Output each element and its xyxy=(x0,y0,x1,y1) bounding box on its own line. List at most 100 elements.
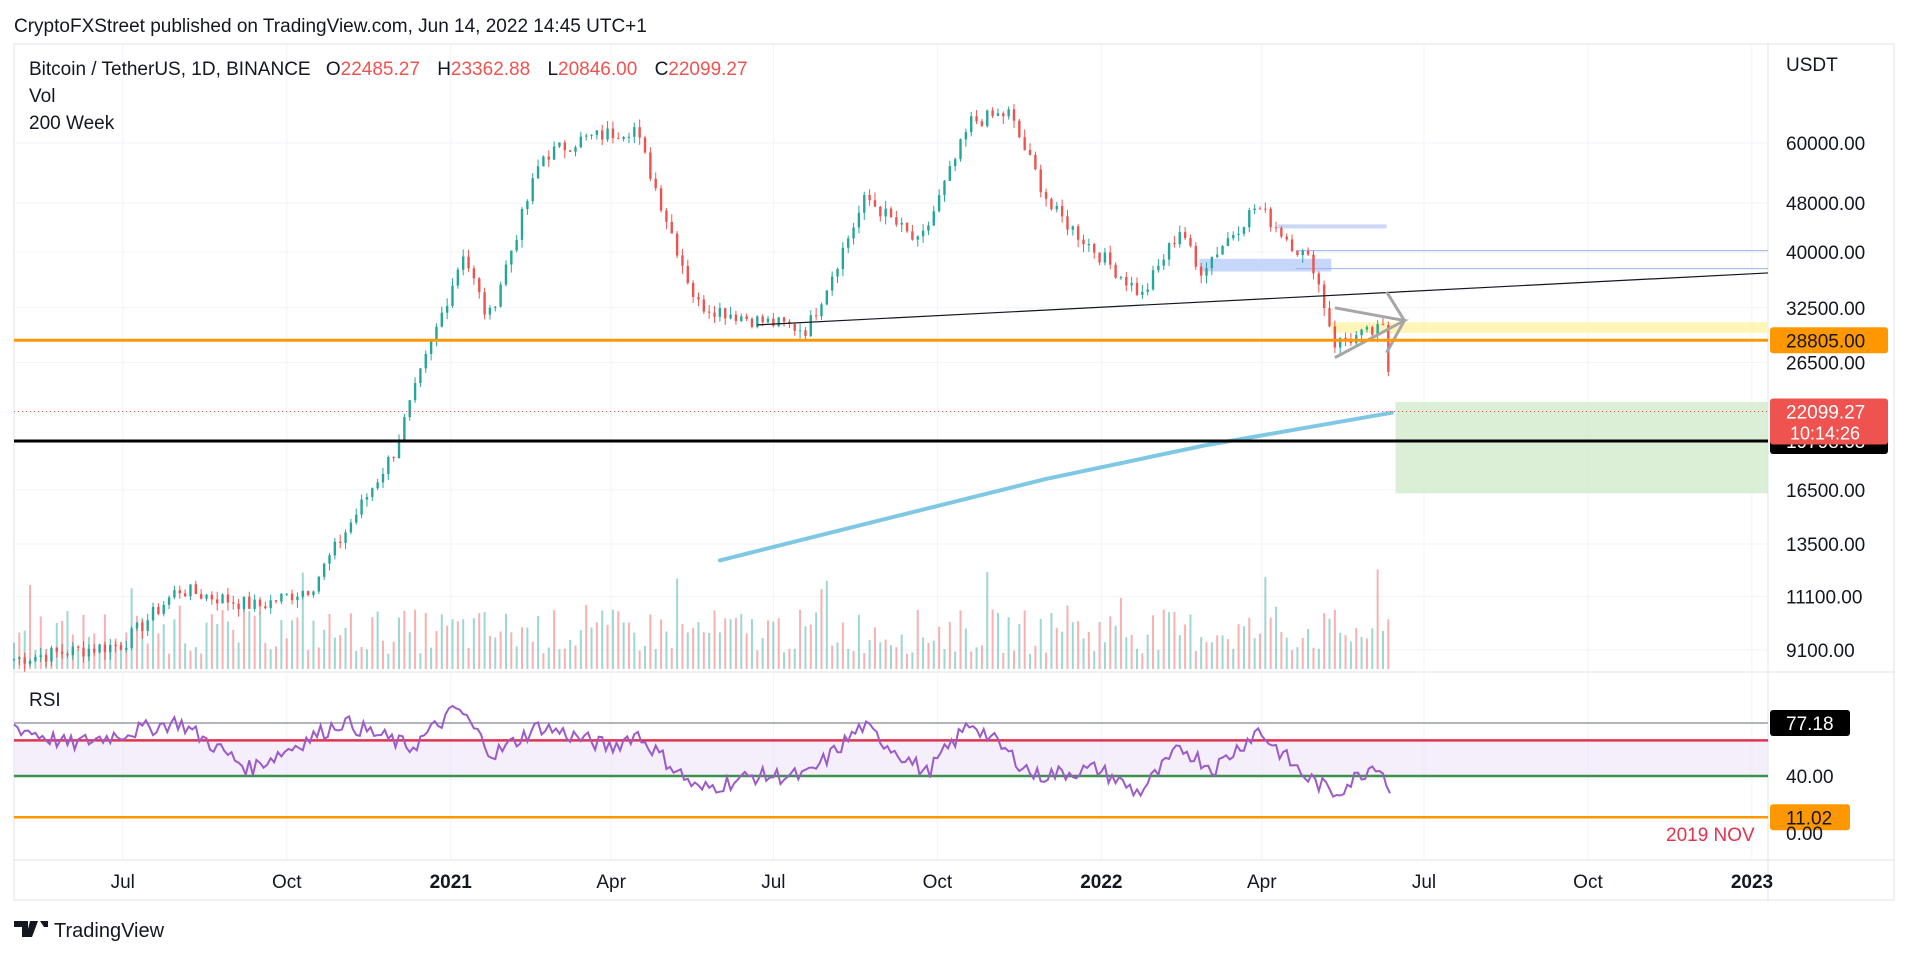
candle-body xyxy=(376,482,379,489)
volume-bar xyxy=(1034,645,1037,669)
volume-bar xyxy=(820,589,823,669)
candle-body xyxy=(1162,259,1165,266)
candle-body xyxy=(681,255,684,266)
volume-bar xyxy=(301,572,304,669)
candle-body xyxy=(1376,324,1379,335)
candle-body xyxy=(216,599,219,604)
candle-body xyxy=(1205,268,1208,276)
volume-bar xyxy=(569,639,572,669)
currency-label: USDT xyxy=(1786,55,1838,76)
candle-body xyxy=(595,130,599,135)
candle-body xyxy=(103,644,107,653)
volume-bar xyxy=(323,629,326,669)
volume-bar xyxy=(1291,650,1294,669)
candle-body xyxy=(510,250,513,265)
volume-bar xyxy=(1141,653,1144,669)
candle-body xyxy=(312,591,315,596)
candle-body xyxy=(702,299,706,312)
volume-bar xyxy=(23,630,26,669)
candle-body xyxy=(793,323,796,331)
volume-bar xyxy=(1012,650,1015,669)
candle-body xyxy=(959,139,962,160)
rsi-axis-tick: 40.00 xyxy=(1786,767,1834,788)
volume-bar xyxy=(991,609,994,669)
candle-body xyxy=(627,136,631,138)
candle-body xyxy=(1173,243,1176,245)
candle-body xyxy=(740,316,743,321)
volume-bar xyxy=(1087,632,1090,669)
volume-bar xyxy=(29,585,32,669)
candle-body xyxy=(87,648,91,657)
rsi-label: RSI xyxy=(29,690,61,711)
candle-body xyxy=(194,584,198,595)
volume-bar xyxy=(98,643,101,669)
volume-bar xyxy=(478,613,481,669)
candle-body xyxy=(419,368,422,384)
volume-bar xyxy=(1007,617,1010,669)
volume-bar xyxy=(1146,634,1149,669)
candle-body xyxy=(1178,232,1181,245)
candle-body xyxy=(365,496,369,500)
candle-body xyxy=(151,606,155,621)
candle-body xyxy=(1098,252,1101,263)
volume-bar xyxy=(574,645,577,669)
candle-body xyxy=(734,314,738,321)
candle-body xyxy=(1167,243,1171,260)
candle-body xyxy=(921,230,925,237)
volume-bar xyxy=(1066,605,1069,669)
candle-body xyxy=(857,212,861,228)
volume-bar xyxy=(884,639,887,669)
volume-bar xyxy=(959,610,962,669)
price-axis-tick: 32500.00 xyxy=(1786,299,1865,320)
volume-bar xyxy=(1221,635,1224,669)
candle-body xyxy=(916,236,919,240)
candle-body xyxy=(686,265,689,283)
volume-bar xyxy=(1023,610,1026,669)
volume-bar xyxy=(232,629,235,669)
volume-bar xyxy=(676,578,679,669)
volume-bar xyxy=(841,622,844,669)
candle-body xyxy=(1066,216,1069,230)
candle-body xyxy=(611,128,615,139)
candle-body xyxy=(1157,265,1160,271)
high-label: H xyxy=(437,59,451,80)
candle-body xyxy=(654,178,657,189)
candle-body xyxy=(809,315,812,336)
price-axis-tick: 48000.00 xyxy=(1786,194,1865,215)
candle-body xyxy=(804,330,807,336)
volume-bar xyxy=(414,609,417,669)
candle-body xyxy=(1328,308,1331,327)
candle-body xyxy=(264,606,267,609)
candle-body xyxy=(253,599,256,609)
candle-body xyxy=(617,138,620,140)
volume-bar xyxy=(419,653,422,669)
volume-bar xyxy=(1365,638,1368,669)
volume-bar xyxy=(1157,649,1160,669)
volume-bar xyxy=(1178,635,1181,669)
candle-body xyxy=(125,647,128,650)
candle-body xyxy=(766,318,770,323)
candle-body xyxy=(1248,210,1251,228)
candle-body xyxy=(44,655,48,662)
volume-bar xyxy=(141,617,144,669)
volume-bar xyxy=(617,611,620,669)
candle-body xyxy=(1039,169,1042,193)
volume-bar xyxy=(595,622,598,669)
candle-body xyxy=(1333,326,1337,348)
candle-body xyxy=(841,247,845,270)
volume-bar xyxy=(809,624,812,669)
candle-body xyxy=(836,269,839,277)
volume-bar xyxy=(777,618,780,669)
candle-body xyxy=(1135,282,1139,295)
candle-body xyxy=(745,316,748,319)
candle-body xyxy=(12,659,16,661)
candle-body xyxy=(975,116,978,122)
volume-bar xyxy=(622,622,625,669)
candle-body xyxy=(119,645,123,650)
candle-body xyxy=(659,188,663,211)
volume-bar xyxy=(521,627,524,669)
volume-bar xyxy=(922,637,925,669)
resistance-zone xyxy=(1199,258,1332,272)
volume-bar xyxy=(269,649,272,669)
